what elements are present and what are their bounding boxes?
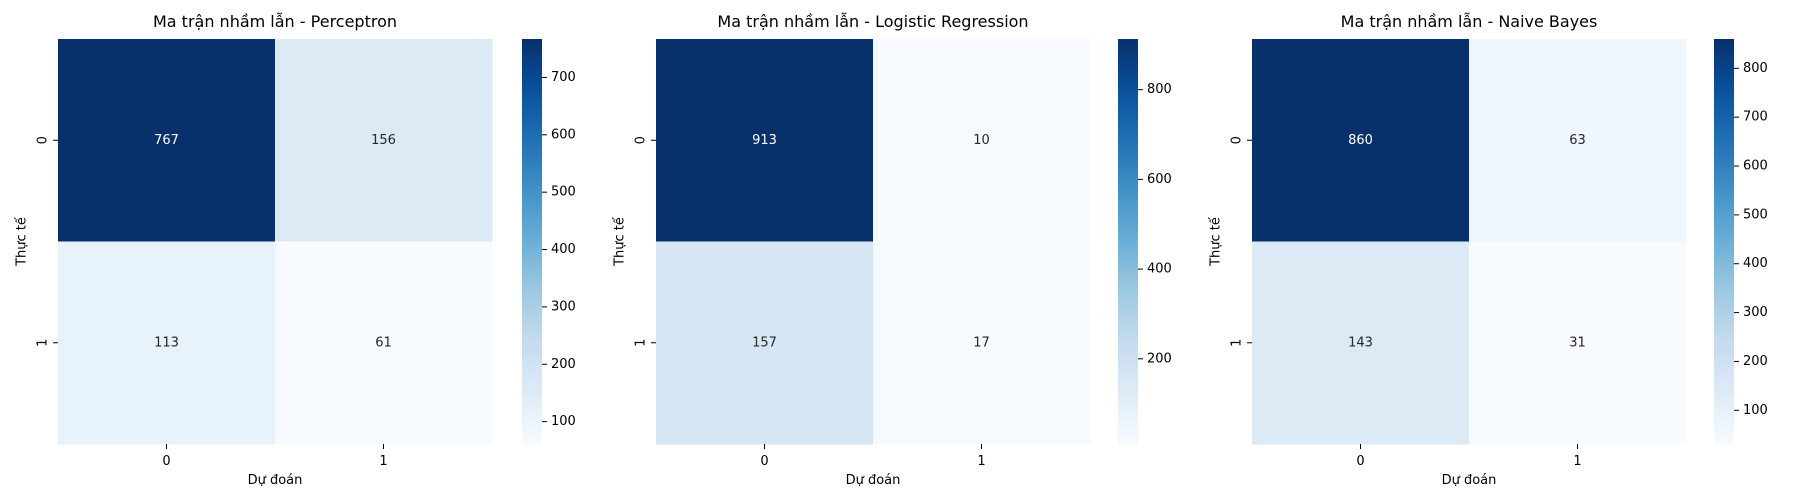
confusion-matrix-panel-3: 860 63 143 31 Ma trận nhầm lẫn - Naive Bayes… [1209,12,1768,488]
cell-value-label: 10 [973,133,990,148]
heatmap-cell [275,39,493,242]
x-tick-label: 1 [379,454,387,469]
cell-value-label: 63 [1569,133,1586,148]
colorbar [522,39,542,444]
cell-value-label: 31 [1569,335,1586,350]
colorbar-tick-label: 400 [1743,256,1768,271]
colorbar-tick-label: 600 [1147,172,1172,187]
heatmap-cell [1469,39,1687,242]
colorbar-tick-label: 600 [551,127,576,142]
y-tick-label: 0 [634,136,649,144]
colorbar-tick-label: 300 [551,299,576,314]
cell-value-label: 17 [973,335,990,350]
chart-title: Ma trận nhầm lẫn - Naive Bayes [1341,12,1598,31]
cell-value-label: 913 [752,133,777,148]
y-tick-label: 1 [1230,339,1245,347]
heatmap-cell [873,241,1091,445]
heatmap-cell [1252,39,1470,242]
heatmap-cell [58,39,276,242]
heatmap-cell [873,39,1091,242]
x-tick-label: 0 [1356,454,1364,469]
colorbar-tick-label: 100 [551,414,576,429]
cell-value-label: 113 [154,335,179,350]
cell-value-label: 860 [1348,133,1373,148]
cell-value-label: 157 [752,335,777,350]
heatmap-cell [1252,241,1470,445]
colorbar-tick-label: 800 [1147,82,1172,97]
heatmap-cell [656,39,874,242]
y-tick-label: 0 [1230,136,1245,144]
x-tick-label: 0 [162,454,170,469]
colorbar-tick-label: 500 [551,185,576,200]
cell-value-label: 156 [371,133,396,148]
colorbar [1714,39,1734,444]
colorbar-tick-label: 400 [1147,262,1172,277]
colorbar-tick-label: 200 [551,357,576,372]
colorbar-tick-label: 200 [1743,354,1768,369]
heatmap-cell [275,241,493,445]
chart-title: Ma trận nhầm lẫn - Logistic Regression [717,12,1028,31]
x-tick-label: 0 [760,454,768,469]
x-axis-label: Dự đoán [248,473,303,488]
colorbar-tick-label: 500 [1743,207,1768,222]
cell-value-label: 61 [375,335,392,350]
colorbar-tick-label: 300 [1743,305,1768,320]
cell-value-label: 767 [154,133,179,148]
colorbar-tick-label: 600 [1743,159,1768,174]
x-axis-label: Dự đoán [1442,473,1497,488]
y-tick-label: 1 [634,339,649,347]
x-tick-label: 1 [1573,454,1581,469]
colorbar-tick-label: 800 [1743,61,1768,76]
x-axis-label: Dự đoán [846,473,901,488]
heatmap-cell [1469,241,1687,445]
cell-value-label: 143 [1348,335,1373,350]
colorbar-tick-label: 700 [551,70,576,85]
y-tick-label: 0 [36,136,51,144]
confusion-matrix-panel-1: 767 156 113 61 Ma trận nhầm lẫn - Perceptron… [15,12,576,488]
colorbar-tick-label: 100 [1743,403,1768,418]
colorbar [1118,39,1138,444]
colorbar-tick-label: 400 [551,242,576,257]
x-tick-label: 1 [977,454,985,469]
y-tick-label: 1 [36,339,51,347]
colorbar-tick-label: 700 [1743,110,1768,125]
y-axis-label: Thực tế [613,217,628,267]
heatmap-cell [656,241,874,445]
y-axis-label: Thực tế [15,217,30,267]
colorbar-tick-label: 200 [1147,351,1172,366]
heatmap-cell [58,241,276,445]
y-axis-label: Thực tế [1209,217,1224,267]
chart-title: Ma trận nhầm lẫn - Perceptron [153,12,397,31]
